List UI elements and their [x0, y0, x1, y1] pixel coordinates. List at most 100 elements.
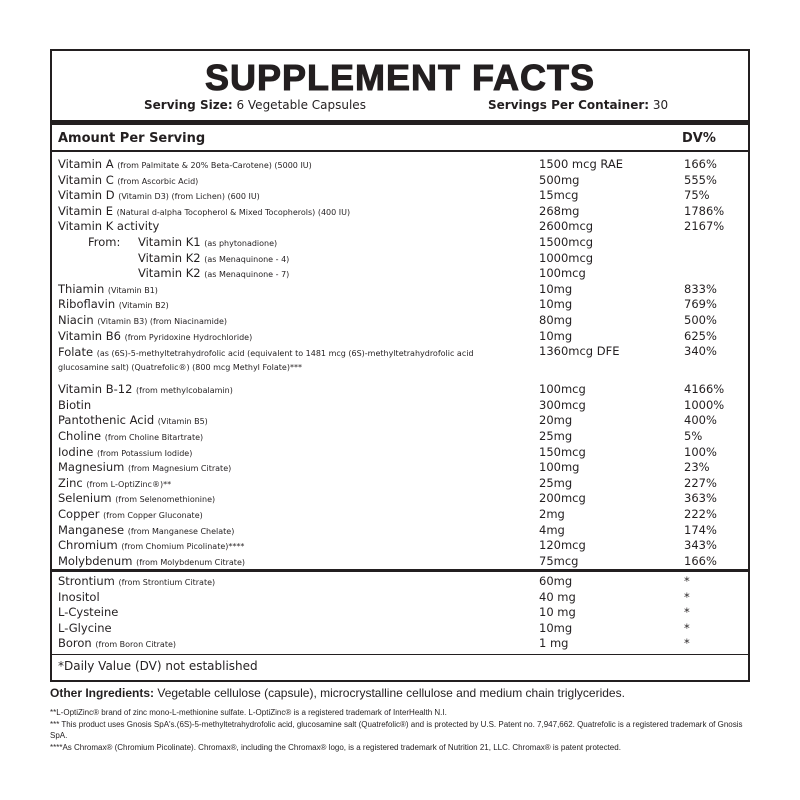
nutrient-dv: 363%: [684, 491, 717, 506]
nutrient-label: Molybdenum: [58, 553, 133, 568]
nutrient-label: Magnesium: [58, 460, 125, 475]
nutrient-name: Vitamin K2 (as Menaquinone - 7): [138, 266, 289, 283]
nutrient-label: Vitamin K2: [138, 250, 201, 265]
nutrient-label: Iodine: [58, 444, 94, 459]
amount-header: Amount Per Serving: [58, 131, 206, 146]
nutrient-dv: 1786%: [684, 203, 725, 218]
divider-thick: [52, 120, 748, 125]
other-ingredients: Other Ingredients: Vegetable cellulose (…: [50, 686, 625, 700]
nutrient-dv: 625%: [684, 328, 717, 343]
nutrient-label: Boron: [58, 636, 92, 651]
nutrient-label: Vitamin A: [58, 157, 114, 171]
nutrient-source: (from Magnesium Citrate): [127, 464, 232, 474]
divider-thick: [52, 569, 748, 572]
supplement-facts-panel: SUPPLEMENT FACTS Serving Size: 6 Vegetab…: [50, 49, 750, 682]
serving-size-value: 6 Vegetable Capsules: [236, 98, 366, 112]
nutrient-label: Vitamin K2: [138, 266, 201, 281]
nutrient-name: Niacin (Vitamin B3) (from Niacinamide): [58, 313, 227, 330]
nutrient-amount: 1 mg: [539, 636, 569, 651]
nutrient-name: Vitamin C (from Ascorbic Acid): [58, 173, 198, 190]
nutrient-dv: 5%: [684, 429, 703, 443]
nutrient-label: L-Glycine: [58, 620, 112, 635]
nutrient-name: Vitamin K1 (as phytonadione): [138, 235, 277, 252]
nutrient-label: Vitamin D: [58, 188, 115, 203]
nutrient-name: Copper (from Copper Gluconate): [58, 507, 203, 524]
nutrient-amount: 10mg: [539, 328, 573, 343]
nutrient-name: Vitamin E (Natural d-alpha Tocopherol & …: [58, 204, 350, 221]
nutrient-dv: *: [684, 589, 690, 604]
nutrient-source: (as (6S)-5-methyltetrahydrofolic acid (e…: [58, 349, 474, 373]
nutrient-dv: 166%: [684, 157, 717, 171]
other-ingredients-text: Vegetable cellulose (capsule), microcrys…: [157, 686, 625, 700]
nutrient-source: (from Strontium Citrate): [118, 578, 216, 587]
nutrient-amount: 150mcg: [539, 444, 586, 459]
nutrient-dv: *: [684, 574, 690, 588]
nutrient-label: L-Cysteine: [58, 605, 119, 620]
nutrient-name: Inositol: [58, 590, 100, 606]
panel-title: SUPPLEMENT FACTS: [204, 57, 596, 99]
nutrient-dv: 4166%: [684, 382, 725, 397]
nutrient-name: Vitamin K activity: [58, 219, 159, 235]
nutrient-source: (from Pyridoxine Hydrochloride): [124, 332, 253, 342]
nutrient-dv: 2167%: [684, 219, 725, 234]
nutrient-amount: 60mg: [539, 574, 573, 588]
nutrient-dv: 500%: [684, 313, 717, 327]
nutrient-source: (from Selenomethionine): [115, 495, 216, 505]
nutrient-label: Chromium: [58, 538, 118, 553]
nutrient-source: (from Potassium Iodide): [96, 448, 193, 458]
nutrient-name: L-Glycine: [58, 621, 112, 637]
nutrient-source: (Vitamin B1): [107, 285, 158, 295]
divider: [52, 150, 748, 152]
nutrient-name: Pantothenic Acid (Vitamin B5): [58, 413, 208, 430]
nutrient-dv: 343%: [684, 538, 717, 553]
nutrient-source: (from Manganese Chelate): [127, 526, 235, 536]
nutrient-name: Vitamin A (from Palmitate & 20% Beta-Car…: [58, 157, 312, 174]
nutrient-dv: 23%: [684, 460, 710, 475]
nutrient-label: Riboflavin: [58, 297, 116, 312]
nutrient-name: Zinc (from L-OptiZinc®)**: [58, 476, 171, 493]
nutrient-label: Zinc: [58, 475, 83, 490]
serving-size: Serving Size: 6 Vegetable Capsules: [144, 98, 366, 112]
nutrient-amount: 268mg: [539, 203, 580, 218]
nutrient-source: (Vitamin B3) (from Niacinamide): [97, 317, 227, 326]
nutrient-label: Vitamin B-12: [58, 382, 133, 397]
nutrient-name: Chromium (from Chomium Picolinate)****: [58, 538, 244, 555]
nutrient-label: Vitamin K1: [138, 235, 201, 249]
nutrient-amount: 300mcg: [539, 397, 586, 412]
nutrient-amount: 80mg: [539, 313, 573, 327]
nutrient-amount: 75mcg: [539, 553, 579, 568]
nutrient-dv: 833%: [684, 281, 717, 296]
nutrient-amount: 2mg: [539, 507, 565, 521]
nutrient-amount: 100mcg: [539, 266, 586, 281]
nutrient-amount: 40 mg: [539, 589, 576, 604]
servings-per-container-label: Servings Per Container:: [488, 98, 650, 112]
nutrient-dv: 227%: [684, 475, 717, 490]
nutrient-amount: 500mg: [539, 172, 580, 187]
nutrient-dv: *: [684, 620, 690, 635]
nutrient-dv: 555%: [684, 172, 717, 187]
nutrient-source: (Vitamin B2): [118, 301, 169, 311]
nutrient-label: Choline: [58, 429, 102, 443]
nutrient-name: Magnesium (from Magnesium Citrate): [58, 460, 231, 477]
nutrient-amount: 200mcg: [539, 491, 586, 506]
nutrient-label: Strontium: [58, 574, 115, 588]
nutrient-name: Choline (from Choline Bitartrate): [58, 429, 203, 446]
nutrient-source: (from Ascorbic Acid): [117, 176, 199, 186]
nutrient-name: Manganese (from Manganese Chelate): [58, 523, 234, 540]
nutrient-amount: 120mcg: [539, 538, 586, 553]
nutrient-name: Iodine (from Potassium Iodide): [58, 445, 192, 462]
nutrient-source: (as Menaquinone - 7): [204, 270, 290, 280]
divider: [52, 654, 748, 655]
nutrient-name: Vitamin B6 (from Pyridoxine Hydrochlorid…: [58, 329, 252, 346]
nutrient-dv: *: [684, 636, 690, 651]
nutrient-name: Boron (from Boron Citrate): [58, 636, 176, 653]
nutrient-label: Vitamin K activity: [58, 219, 160, 234]
nutrient-dv: 340%: [684, 344, 717, 359]
nutrient-name: Strontium (from Strontium Citrate): [58, 574, 215, 591]
other-ingredients-label: Other Ingredients:: [50, 686, 155, 700]
nutrient-source: (from L-OptiZinc®)**: [86, 479, 172, 489]
nutrient-dv: 1000%: [684, 397, 725, 412]
nutrient-amount: 10mg: [539, 297, 573, 312]
nutrient-dv: 400%: [684, 413, 717, 428]
nutrient-source: (as phytonadione): [204, 239, 278, 248]
